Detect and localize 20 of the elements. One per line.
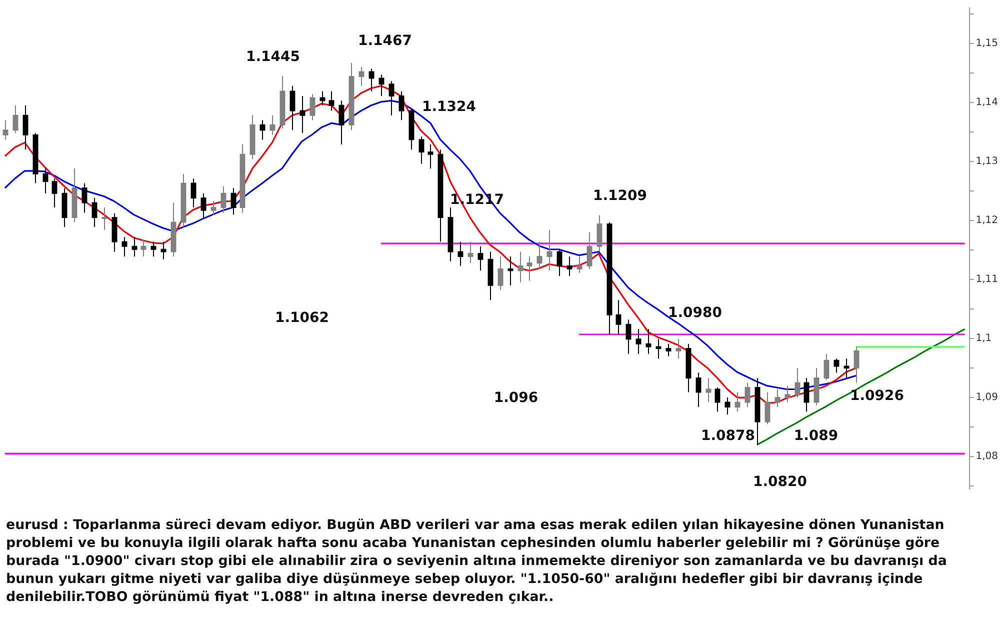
annotation: 1.089 (794, 428, 838, 444)
annotation: 1.0878 (700, 428, 756, 444)
annotation: 1.1445 (246, 49, 300, 65)
y-tick-label: 1,08 (976, 451, 998, 462)
annotation: 1.1062 (274, 310, 330, 326)
y-tick-label: 1,15 (976, 38, 998, 50)
annotation: 1.1209 (592, 188, 648, 204)
annotation: 1.0820 (752, 474, 808, 490)
y-tick-label: 1,1 (976, 333, 992, 344)
y-tick-label: 1,11 (976, 274, 998, 286)
annotation: 1.0926 (850, 388, 904, 404)
annotation: 1.0980 (668, 305, 722, 321)
y-tick-label: 1,13 (976, 156, 998, 168)
y-tick-label: 1,09 (976, 392, 998, 404)
y-tick-label: 1,14 (976, 97, 998, 108)
annotation: 1.096 (494, 390, 538, 406)
y-tick-label: 1,12 (976, 215, 998, 226)
annotation: 1.1467 (358, 33, 412, 49)
annotation: 1.1324 (422, 99, 476, 115)
text: eurusd : Toparlanma süreci devam ediyor. Bugün ABD verileri var ama esas merak edilen yılan hikayesine dönen Yunanistan problemi ve bu konuyla ilgili olarak hafta sonu acaba Yunanistan cephesinden olumlu haberler gelebilir mi ? Görünüşe göre burada "1.0900" civarı stop gibi ele alınabilir zira o seviyenin altına inmemekte direniyor son zamanlarda ve bu davranışı da bunun yukarı gitme niyeti var galiba diye düşünmeye sebep oluyor. "1.1050-60" aralığını hedefler gibi bir davranış içinde denilebilir.TOBO görünümü fiyat "1.088" in altına inerse devreden çıkar.. (6, 517, 948, 607)
